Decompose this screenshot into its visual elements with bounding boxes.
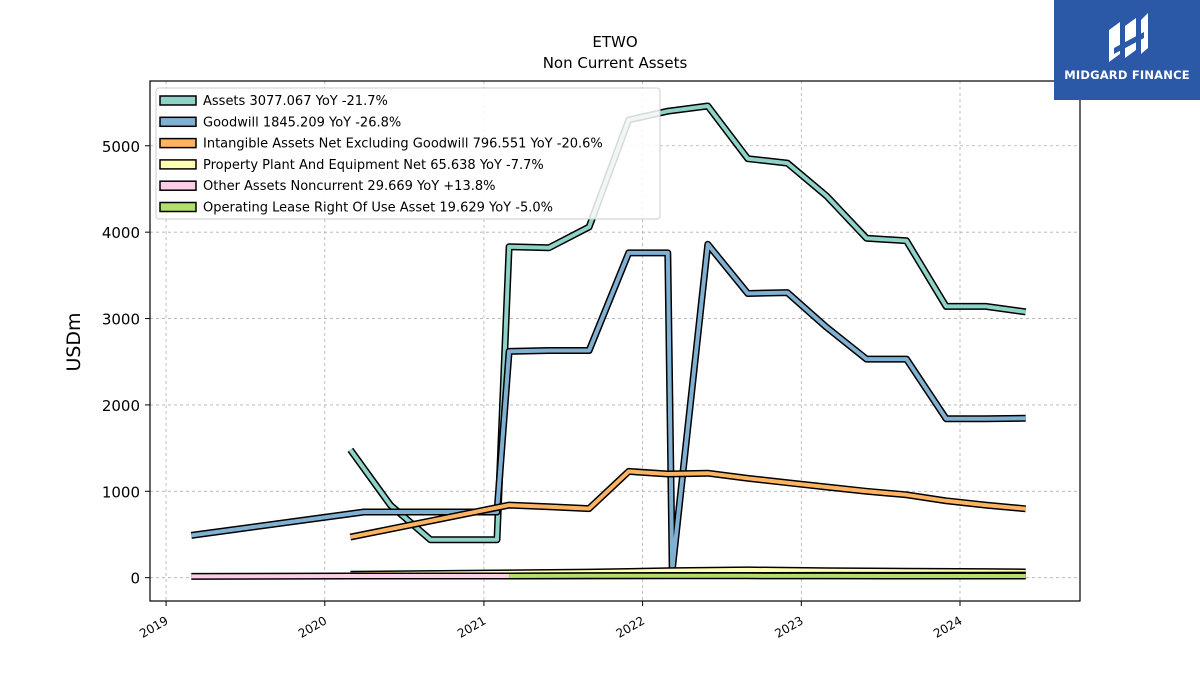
legend-swatch-4	[159, 180, 197, 191]
y-axis-label: USDm	[63, 312, 85, 371]
x-tick-label: 2021	[455, 613, 488, 640]
series-line-outline-2	[349, 467, 1027, 541]
legend-swatch-1	[159, 116, 197, 128]
y-tick-label: 3000	[102, 311, 140, 329]
y-tick-label: 2000	[102, 397, 140, 415]
legend-swatch-3	[159, 159, 197, 170]
legend-swatch-0	[159, 95, 197, 106]
y-tick-label: 4000	[102, 224, 140, 242]
x-tick-label: 2020	[296, 613, 329, 640]
y-tick-label: 5000	[102, 138, 140, 156]
x-tick-label: 2019	[137, 613, 170, 640]
legend-label-4: Other Assets Noncurrent 29.669 YoY +13.8…	[203, 179, 495, 194]
chart-subtitle: Non Current Assets	[543, 54, 688, 72]
legend-label-5: Operating Lease Right Of Use Asset 19.62…	[203, 201, 553, 216]
brand-logo: MIDGARD FINANCE	[1054, 0, 1200, 100]
legend-swatch-5	[159, 201, 197, 213]
x-tick-label: 2023	[772, 613, 805, 640]
legend-label-3: Property Plant And Equipment Net 65.638 …	[203, 158, 544, 173]
x-tick-label: 2024	[931, 613, 964, 640]
series-line-outline-1	[190, 240, 1026, 575]
legend-label-0: Assets 3077.067 YoY -21.7%	[203, 94, 388, 109]
logo-mark-icon	[1109, 13, 1148, 62]
plot-frame	[149, 80, 1081, 602]
legend-box	[155, 87, 661, 220]
legend: Assets 3077.067 YoY -21.7% Goodwill 1845.…	[155, 87, 661, 220]
legend-label-2: Intangible Assets Net Excluding Goodwill…	[203, 137, 603, 152]
legend-swatch-2	[159, 137, 197, 149]
brand-name: MIDGARD FINANCE	[1064, 68, 1190, 82]
x-tick-label: 2022	[614, 613, 647, 640]
y-tick-label: 0	[130, 570, 140, 588]
series-line-0	[348, 104, 1026, 542]
legend-label-1: Goodwill 1845.209 YoY -26.8%	[203, 115, 401, 130]
series-group	[190, 102, 1027, 580]
series-line-1	[191, 242, 1026, 573]
series-line-2	[350, 469, 1026, 540]
y-tick-label: 1000	[102, 483, 140, 501]
chart-title: ETWO	[592, 33, 637, 51]
